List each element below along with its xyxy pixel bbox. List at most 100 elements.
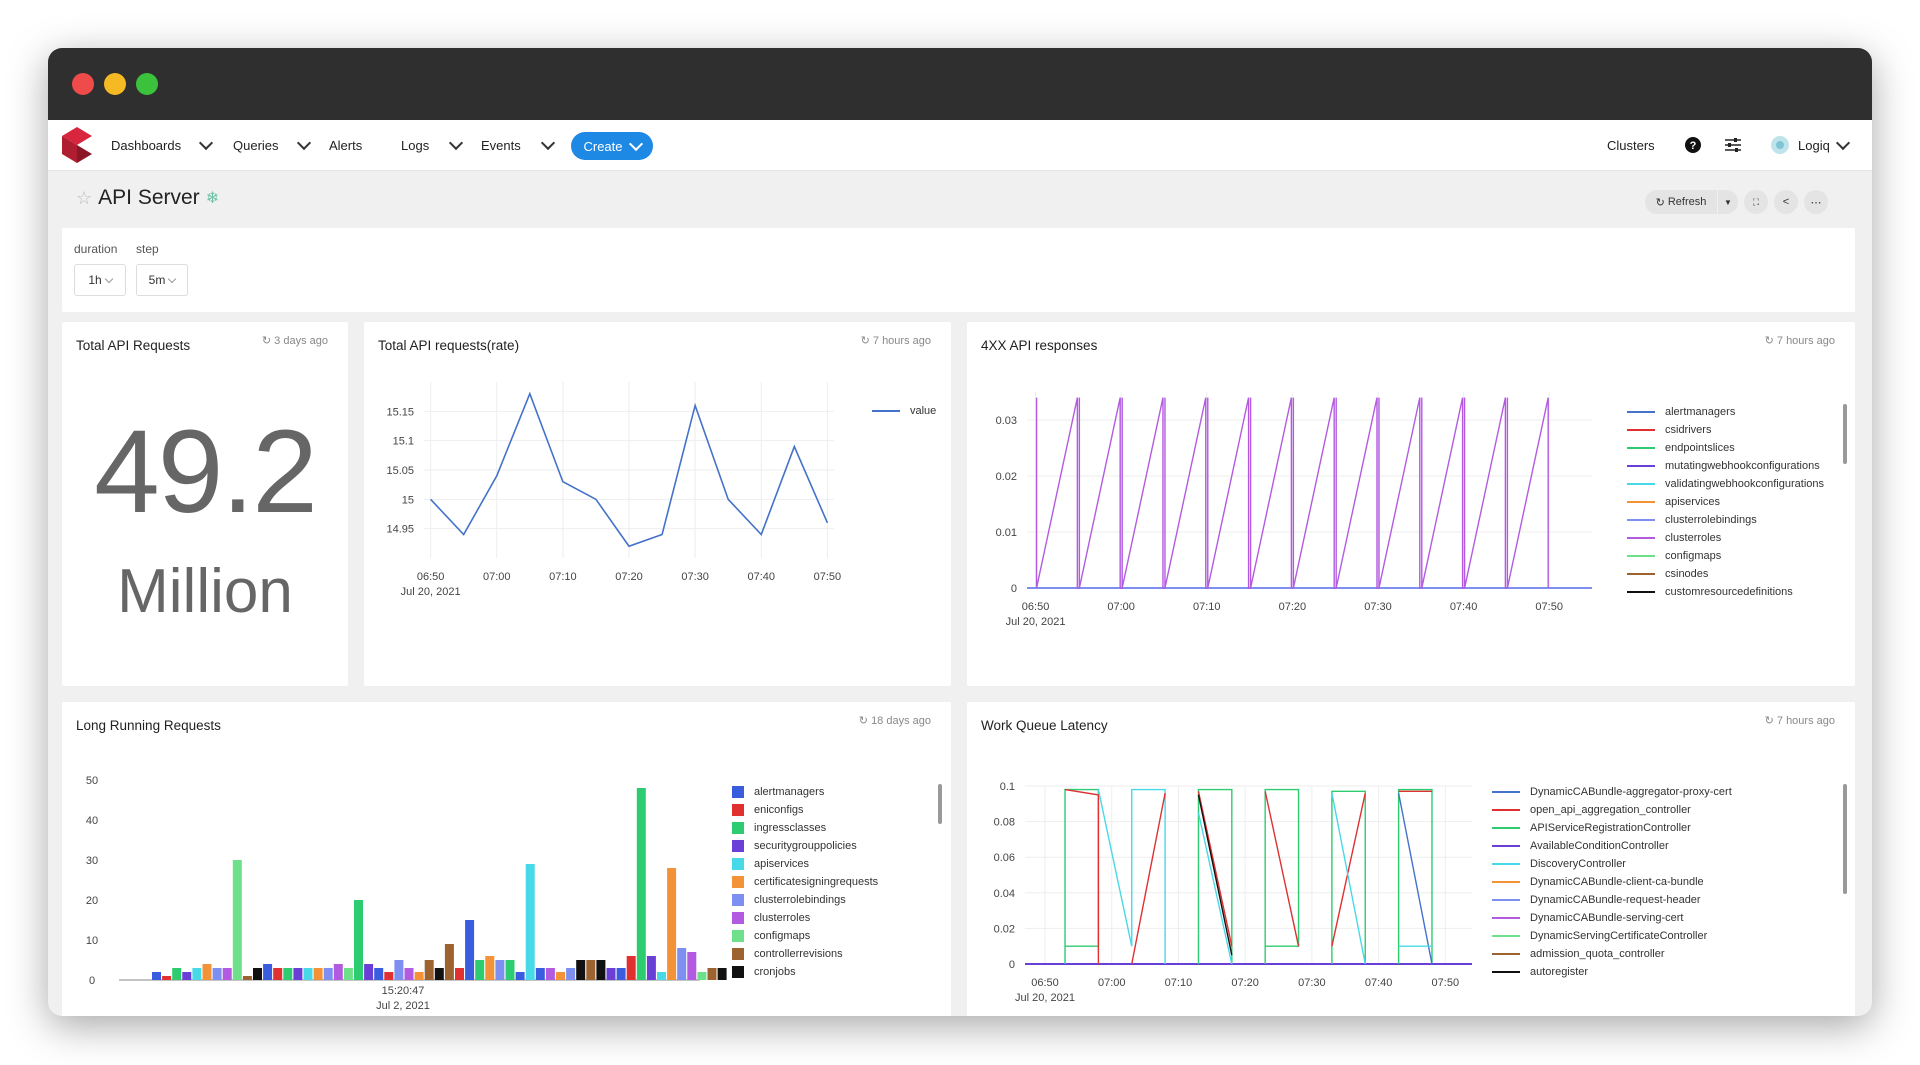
- legend-label: csinodes: [1665, 568, 1709, 580]
- legend-item[interactable]: admission_quota_controller: [1492, 945, 1732, 963]
- legend-item[interactable]: ingressclasses: [732, 819, 878, 837]
- legend-swatch: [1627, 591, 1655, 593]
- legend-item[interactable]: configmaps: [1627, 547, 1824, 565]
- settings-sliders-icon[interactable]: [1725, 120, 1741, 170]
- series-line-clusterroles: [1035, 397, 1549, 589]
- share-button[interactable]: <: [1774, 190, 1798, 214]
- bar-clusterrolebindings: [677, 948, 687, 980]
- four-xx-panel: 4XX API responses ↻ 7 hours ago 0 0.01 0.0…: [967, 322, 1855, 686]
- legend-item[interactable]: DynamicCABundle-aggregator-proxy-cert: [1492, 783, 1732, 801]
- fullscreen-button[interactable]: ⛶: [1744, 190, 1768, 214]
- legend-item[interactable]: apiservices: [1627, 493, 1824, 511]
- legend-item[interactable]: clusterrolebindings: [732, 891, 878, 909]
- legend-item[interactable]: customresourcedefinitions: [1627, 583, 1824, 601]
- nav-dashboards-label: Dashboards: [111, 137, 182, 153]
- nav-events[interactable]: Events: [481, 120, 555, 170]
- legend-item[interactable]: DynamicCABundle-serving-cert: [1492, 909, 1732, 927]
- refresh-dropdown-button[interactable]: ▼: [1718, 190, 1738, 214]
- legend-item[interactable]: securitygrouppolicies: [732, 837, 878, 855]
- legend-label: mutatingwebhookconfigurations: [1665, 460, 1820, 472]
- legend-item[interactable]: alertmanagers: [732, 783, 878, 801]
- logo-icon[interactable]: [62, 120, 92, 170]
- legend-item[interactable]: autoregister: [1492, 963, 1732, 981]
- nav-dashboards[interactable]: Dashboards: [111, 120, 214, 170]
- x-tick-label: 07:30: [681, 571, 709, 583]
- dashboard-content: ☆ API Server ❄ ↻ Refresh ▼ ⛶ < ⋯ duration…: [48, 170, 1872, 1016]
- bar-controllerrevisions: [707, 968, 717, 980]
- legend-item[interactable]: apiservices: [732, 855, 878, 873]
- legend-item[interactable]: endpointslices: [1627, 439, 1824, 457]
- legend-swatch: [1627, 483, 1655, 485]
- legend-item[interactable]: csinodes: [1627, 565, 1824, 583]
- legend-item[interactable]: value: [872, 402, 936, 420]
- y-tick-label: 40: [86, 815, 98, 827]
- legend-item[interactable]: open_api_aggregation_controller: [1492, 801, 1732, 819]
- work-queue-panel: Work Queue Latency ↻ 7 hours ago 0 0.02 0.…: [967, 702, 1855, 1016]
- legend-item[interactable]: clusterroles: [1627, 529, 1824, 547]
- legend-label: AvailableConditionController: [1530, 840, 1669, 852]
- bar-ingressclasses: [505, 960, 515, 980]
- bar-eniconfigs: [273, 968, 283, 980]
- legend-item[interactable]: clusterroles: [732, 909, 878, 927]
- legend-swatch: [1492, 899, 1520, 901]
- favorite-star-icon[interactable]: ☆: [76, 187, 93, 208]
- step-select[interactable]: 5m: [136, 264, 188, 296]
- close-window-button[interactable]: [72, 73, 94, 95]
- x-tick-label: 07:50: [1432, 977, 1460, 989]
- legend-item[interactable]: DynamicCABundle-client-ca-bundle: [1492, 873, 1732, 891]
- bar-eniconfigs: [384, 972, 394, 980]
- x-tick-label: 07:30: [1298, 977, 1326, 989]
- legend-label: clusterrolebindings: [754, 894, 846, 906]
- x-tick-label: 07:10: [1193, 601, 1221, 613]
- step-value: 5m: [148, 273, 166, 287]
- legend-item[interactable]: eniconfigs: [732, 801, 878, 819]
- legend-item[interactable]: controllerrevisions: [732, 945, 878, 963]
- legend-item[interactable]: alertmanagers: [1627, 403, 1824, 421]
- bar-certificatesigningrequests: [485, 956, 495, 980]
- legend-swatch: [1492, 827, 1520, 829]
- bar-eniconfigs: [162, 976, 172, 980]
- bar-apiservices: [303, 968, 313, 980]
- legend-label: apiservices: [754, 858, 810, 870]
- minimize-window-button[interactable]: [104, 73, 126, 95]
- legend-item[interactable]: APIServiceRegistrationController: [1492, 819, 1732, 837]
- maximize-window-button[interactable]: [136, 73, 158, 95]
- bar-apiservices: [192, 968, 202, 980]
- x-tick-label: 15:20:47: [382, 985, 425, 997]
- create-button[interactable]: Create: [571, 132, 653, 160]
- legend-item[interactable]: csidrivers: [1627, 421, 1824, 439]
- legend-item[interactable]: configmaps: [732, 927, 878, 945]
- series-line-open_api_aggregation_controller: [1331, 792, 1366, 947]
- page-title: ☆ API Server ❄: [76, 186, 219, 210]
- legend-scrollbar[interactable]: [1843, 784, 1847, 894]
- y-tick-label: 15.15: [386, 406, 414, 418]
- refresh-icon: ↻: [261, 335, 275, 347]
- legend-item[interactable]: clusterrolebindings: [1627, 511, 1824, 529]
- bar-clusterroles: [333, 964, 343, 980]
- legend-item[interactable]: DynamicCABundle-request-header: [1492, 891, 1732, 909]
- legend-item[interactable]: cronjobs: [732, 963, 878, 981]
- legend-item[interactable]: mutatingwebhookconfigurations: [1627, 457, 1824, 475]
- legend-item[interactable]: certificatesigningrequests: [732, 873, 878, 891]
- nav-queries[interactable]: Queries: [233, 120, 311, 170]
- more-options-button[interactable]: ⋯: [1804, 190, 1828, 214]
- duration-select[interactable]: 1h: [74, 264, 126, 296]
- help-icon[interactable]: ?: [1685, 120, 1701, 170]
- legend-item[interactable]: validatingwebhookconfigurations: [1627, 475, 1824, 493]
- x-tick-label: 07:20: [615, 571, 643, 583]
- legend-item[interactable]: AvailableConditionController: [1492, 837, 1732, 855]
- legend-scrollbar[interactable]: [1843, 404, 1847, 464]
- legend-label: configmaps: [1665, 550, 1722, 562]
- legend-item[interactable]: DynamicServingCertificateController: [1492, 927, 1732, 945]
- legend-scrollbar[interactable]: [938, 784, 942, 824]
- nav-clusters[interactable]: Clusters: [1607, 120, 1655, 170]
- refresh-button[interactable]: ↻ Refresh: [1645, 190, 1717, 214]
- nav-alerts[interactable]: Alerts: [329, 120, 362, 170]
- user-menu[interactable]: Logiq: [1770, 120, 1850, 170]
- bar-clusterrolebindings: [323, 968, 333, 980]
- legend-label: csidrivers: [1665, 424, 1712, 436]
- bar-ingressclasses: [354, 900, 363, 980]
- legend-item[interactable]: DiscoveryController: [1492, 855, 1732, 873]
- y-tick-label: 50: [86, 775, 98, 787]
- nav-logs[interactable]: Logs: [401, 120, 464, 170]
